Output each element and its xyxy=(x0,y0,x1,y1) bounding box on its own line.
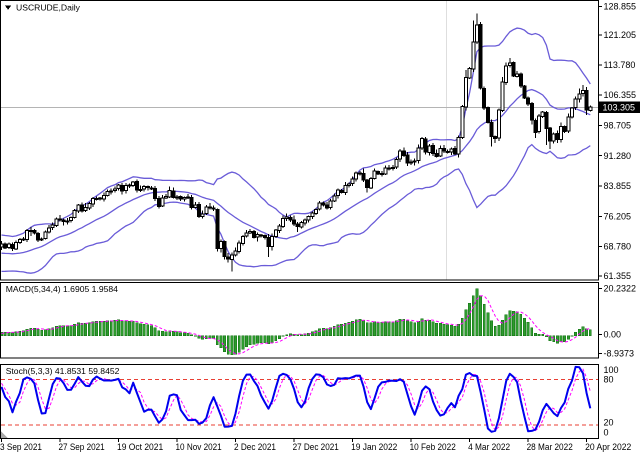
svg-text:19 Jan 2022: 19 Jan 2022 xyxy=(351,442,397,453)
svg-text:128.855: 128.855 xyxy=(604,2,637,12)
svg-text:80: 80 xyxy=(604,375,614,385)
svg-text:27 Sep 2021: 27 Sep 2021 xyxy=(59,442,105,453)
svg-text:0.00: 0.00 xyxy=(604,330,622,340)
svg-text:61.355: 61.355 xyxy=(604,271,632,281)
svg-text:91.280: 91.280 xyxy=(604,151,632,161)
svg-text:19 Oct 2021: 19 Oct 2021 xyxy=(117,442,163,453)
svg-text:Stoch(5,3,3) 41.8531 59.8452: Stoch(5,3,3) 41.8531 59.8452 xyxy=(6,366,120,376)
svg-text:121.205: 121.205 xyxy=(604,30,637,40)
svg-text:103.305: 103.305 xyxy=(603,103,636,113)
svg-text:106.355: 106.355 xyxy=(604,90,637,100)
svg-text:20.2322: 20.2322 xyxy=(604,284,637,294)
svg-text:83.855: 83.855 xyxy=(604,181,632,191)
svg-text:10 Feb 2022: 10 Feb 2022 xyxy=(410,442,456,453)
svg-text:27 Dec 2021: 27 Dec 2021 xyxy=(293,442,339,453)
svg-text:113.780: 113.780 xyxy=(604,60,636,70)
svg-text:68.780: 68.780 xyxy=(604,242,632,252)
svg-text:76.205: 76.205 xyxy=(604,212,632,222)
svg-text:0: 0 xyxy=(604,428,609,438)
svg-text:-8.9373: -8.9373 xyxy=(604,349,635,359)
svg-text:3 Sep 2021: 3 Sep 2021 xyxy=(0,442,42,453)
svg-text:2 Dec 2021: 2 Dec 2021 xyxy=(234,442,276,453)
svg-text:98.705: 98.705 xyxy=(604,121,632,131)
svg-text:USCRUDE,Daily: USCRUDE,Daily xyxy=(16,3,81,13)
svg-text:10 Nov 2021: 10 Nov 2021 xyxy=(176,442,222,453)
svg-text:100: 100 xyxy=(604,365,619,375)
svg-text:20 Apr 2022: 20 Apr 2022 xyxy=(585,442,631,453)
svg-text:28 Mar 2022: 28 Mar 2022 xyxy=(527,442,573,453)
svg-text:4 Mar 2022: 4 Mar 2022 xyxy=(468,442,510,453)
svg-text:20: 20 xyxy=(604,418,614,428)
svg-text:MACD(5,34,4) 1.6905 1.9584: MACD(5,34,4) 1.6905 1.9584 xyxy=(6,284,118,294)
